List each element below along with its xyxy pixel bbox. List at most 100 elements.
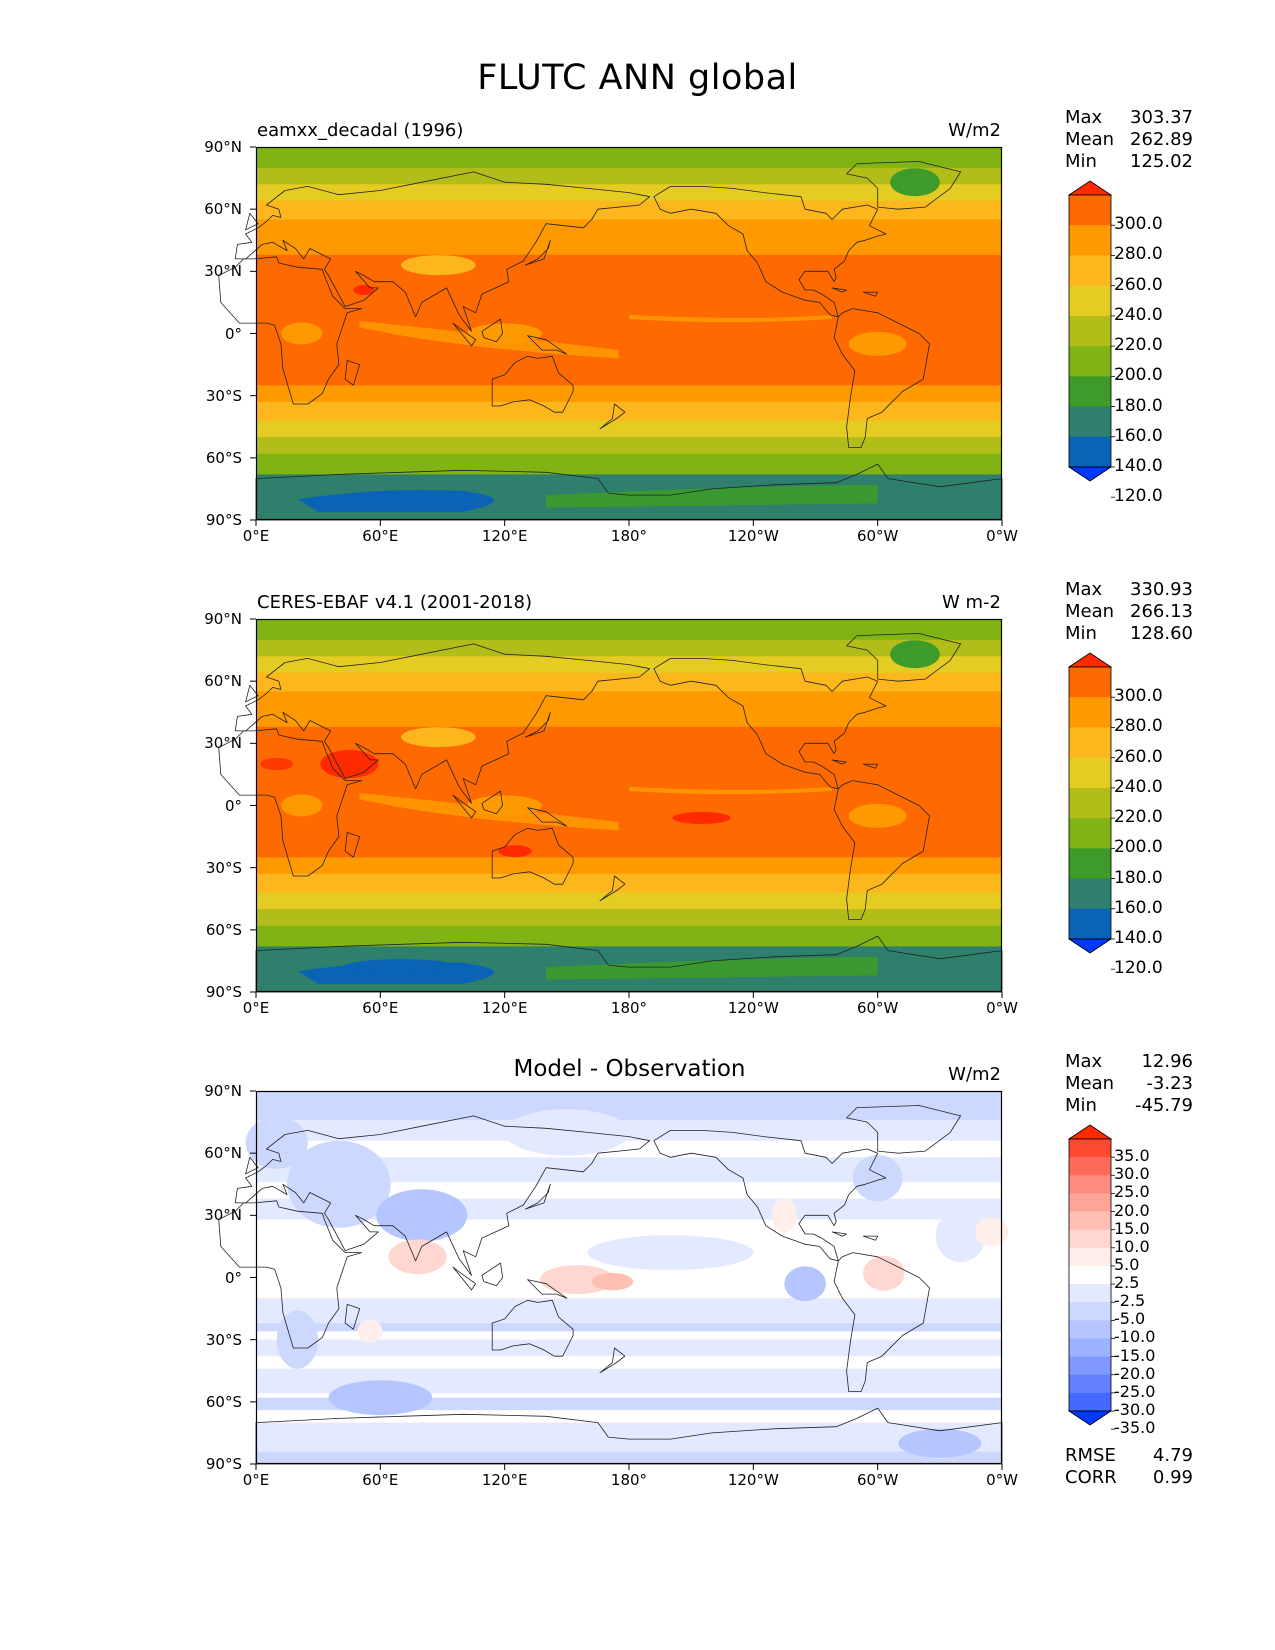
max-value: 303.37 — [1130, 107, 1193, 128]
colorbar-tick-label: 2.5 — [1114, 1273, 1140, 1293]
colorbar-tick-label: 120.0 — [1114, 958, 1163, 979]
colorbar-tick-label: -35.0 — [1114, 1418, 1156, 1438]
panel-title: CERES-EBAF v4.1 (2001-2018) — [257, 592, 533, 613]
max-value: 330.93 — [1130, 579, 1193, 600]
colorbar-swatch — [1069, 376, 1111, 407]
rmse-label: RMSE — [1065, 1445, 1116, 1466]
colorbar-swatch — [1069, 436, 1111, 468]
colorbar-swatch — [1069, 818, 1111, 849]
units-label: W m-2 — [941, 592, 1001, 613]
latitude-tick-label: 30°N — [204, 262, 242, 281]
colorbar-tick-label: 120.0 — [1114, 486, 1163, 507]
contour-map — [218, 618, 1003, 998]
colorbar-swatch — [1069, 315, 1111, 347]
units-label: W/m2 — [948, 120, 1001, 141]
colorbar-tick-label: -20.0 — [1114, 1363, 1156, 1383]
colorbar-extend-min — [1067, 1410, 1113, 1426]
longitude-tick-label: 120°W — [727, 527, 779, 545]
observation-panel: CERES-EBAF v4.1 (2001-2018) W m-2 90°N 60… — [0, 579, 1275, 1062]
colorbar-swatch — [1069, 1229, 1111, 1249]
colorbar-tick-label: 280.0 — [1114, 716, 1163, 737]
colorbar-swatch — [1069, 285, 1111, 317]
colorbar-svg — [1067, 652, 1115, 970]
colorbar-tick-label: 300.0 — [1114, 686, 1163, 707]
colorbar-tick-label: 240.0 — [1114, 304, 1163, 325]
colorbar-swatch — [1069, 1302, 1111, 1321]
latitude-tick-label: 90°S — [205, 983, 242, 1001]
colorbar-swatch — [1069, 406, 1111, 438]
colorbar-tick-label: 25.0 — [1114, 1182, 1150, 1202]
colorbar-extend-max — [1067, 1124, 1113, 1140]
map-canvas — [218, 618, 1003, 998]
rmse-value: 4.79 — [1152, 1445, 1193, 1466]
colorbar-tick-label: 260.0 — [1114, 274, 1163, 295]
colorbar: 300.0 280.0 260.0 240.0 220.0 200.0 180.0 160.0… — [1060, 652, 1210, 978]
latitude-tick-label: 60°S — [205, 1392, 242, 1411]
max-label: Max — [1065, 579, 1103, 600]
colorbar-tick-label: 160.0 — [1114, 425, 1163, 446]
colorbar-tick-label: 20.0 — [1114, 1200, 1150, 1220]
max-value: 12.96 — [1141, 1051, 1193, 1072]
colorbar-tick-label: 35.0 — [1114, 1146, 1150, 1166]
colorbar-tick-label: -30.0 — [1114, 1400, 1156, 1419]
units-label: W/m2 — [948, 1064, 1001, 1085]
latitude-tick-label: 60°N — [204, 1144, 242, 1163]
latitude-tick-label: 90°S — [205, 511, 242, 529]
mean-label: Mean — [1065, 1073, 1115, 1094]
colorbar-tick-label: 200.0 — [1114, 365, 1163, 386]
colorbar-extend-max — [1067, 652, 1113, 668]
contour-map — [218, 146, 1003, 526]
mean-value: -3.23 — [1146, 1073, 1193, 1094]
colorbar: 300.0 280.0 260.0 240.0 220.0 200.0 180.0 160.0… — [1060, 180, 1210, 506]
colorbar-tick-label: 180.0 — [1114, 867, 1163, 888]
colorbar-tick-label: -15.0 — [1114, 1345, 1156, 1365]
colorbar-swatch — [1069, 1265, 1111, 1285]
difference-panel: Model - Observation W/m2 90°N 60°N 30°N 0° 3… — [0, 1051, 1275, 1534]
min-label: Min — [1065, 151, 1097, 172]
max-label: Max — [1065, 1051, 1103, 1072]
latitude-tick-label: 30°N — [204, 734, 242, 753]
latitude-tick-label: 90°S — [205, 1455, 242, 1473]
latitude-tick-label: 60°S — [205, 448, 242, 467]
latitude-tick-label: 0° — [224, 324, 242, 343]
colorbar-tick-label: -2.5 — [1114, 1291, 1146, 1311]
latitude-tick-label: 60°S — [205, 920, 242, 939]
longitude-tick-label: 180° — [610, 1471, 648, 1489]
corr-value: 0.99 — [1152, 1467, 1193, 1488]
model-panel: eamxx_decadal (1996) W/m2 90°N 60°N 30°N 0°… — [0, 107, 1275, 590]
longitude-tick-label: 120°E — [481, 999, 528, 1017]
colorbar-tick-label: 180.0 — [1114, 395, 1163, 416]
colorbar-swatch — [1069, 757, 1111, 789]
panel-title: eamxx_decadal (1996) — [257, 120, 464, 141]
longitude-tick-label: 120°E — [481, 527, 528, 545]
colorbar-tick-label: 5.0 — [1114, 1254, 1140, 1274]
colorbar-svg — [1067, 180, 1115, 498]
latitude-tick-label: 60°N — [204, 672, 242, 691]
max-label: Max — [1065, 107, 1103, 128]
colorbar-extend-min — [1067, 938, 1113, 954]
colorbar-swatch — [1069, 1338, 1111, 1357]
colorbar-swatch — [1069, 1157, 1111, 1176]
latitude-tick-label: 30°S — [205, 858, 242, 877]
longitude-tick-label: 0°W — [986, 527, 1018, 545]
colorbar-swatch — [1069, 225, 1111, 256]
colorbar-tick-label: 260.0 — [1114, 746, 1163, 767]
summary-stats: Max 330.93 Mean 266.13 Min 128.60 — [1065, 579, 1193, 645]
colorbar-tick-label: 140.0 — [1114, 928, 1163, 948]
colorbar-tick-label: -5.0 — [1114, 1309, 1146, 1329]
colorbar-tick-label: 300.0 — [1114, 214, 1163, 235]
longitude-tick-label: 60°W — [856, 999, 899, 1017]
colorbar-swatch — [1069, 908, 1111, 940]
min-label: Min — [1065, 1095, 1097, 1116]
longitude-tick-label: 60°E — [362, 999, 399, 1017]
colorbar-swatch — [1069, 1356, 1111, 1376]
colorbar-tick-label: 160.0 — [1114, 897, 1163, 918]
longitude-tick-label: 0°E — [242, 999, 270, 1017]
colorbar-swatch — [1069, 1211, 1111, 1230]
contour-map — [218, 1090, 1009, 1470]
latitude-tick-label: 0° — [224, 796, 242, 815]
colorbar-swatch — [1069, 1139, 1111, 1158]
error-stats: RMSE 4.79 CORR 0.99 — [1065, 1445, 1193, 1489]
longitude-tick-label: 180° — [610, 527, 648, 545]
map-canvas — [218, 1090, 1009, 1470]
